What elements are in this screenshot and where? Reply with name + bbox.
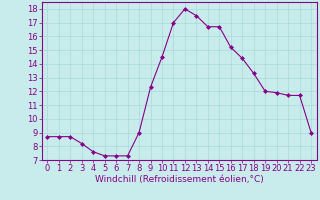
X-axis label: Windchill (Refroidissement éolien,°C): Windchill (Refroidissement éolien,°C): [95, 175, 264, 184]
